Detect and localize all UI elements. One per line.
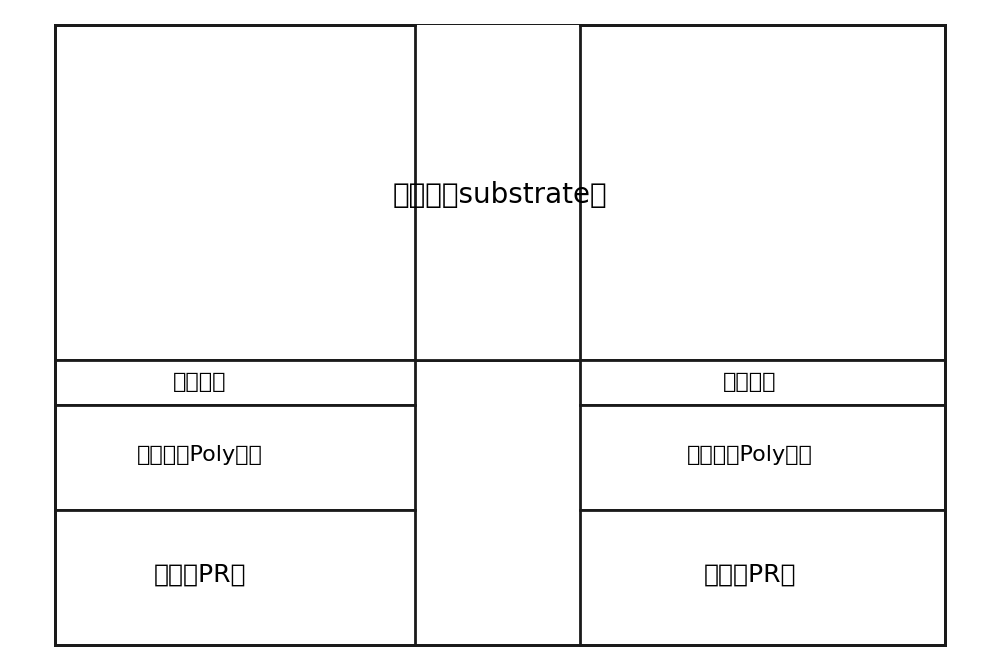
Bar bbox=[55, 25, 945, 645]
Text: 氧化物层: 氧化物层 bbox=[173, 372, 227, 392]
Text: 基底层（substrate）: 基底层（substrate） bbox=[393, 181, 607, 209]
Bar bbox=[580, 510, 945, 645]
Text: 光阻（PR）: 光阻（PR） bbox=[704, 563, 796, 587]
Bar bbox=[415, 25, 580, 360]
Bar bbox=[55, 25, 945, 360]
Bar bbox=[580, 405, 945, 510]
Bar bbox=[55, 510, 415, 645]
Bar bbox=[55, 405, 415, 510]
Bar bbox=[55, 360, 415, 405]
Bar bbox=[580, 360, 945, 405]
Text: 光阻（PR）: 光阻（PR） bbox=[154, 563, 246, 587]
Text: 多晶层（Poly层）: 多晶层（Poly层） bbox=[687, 445, 813, 465]
Text: 氧化物层: 氧化物层 bbox=[723, 372, 777, 392]
Text: 多晶层（Poly层）: 多晶层（Poly层） bbox=[137, 445, 263, 465]
